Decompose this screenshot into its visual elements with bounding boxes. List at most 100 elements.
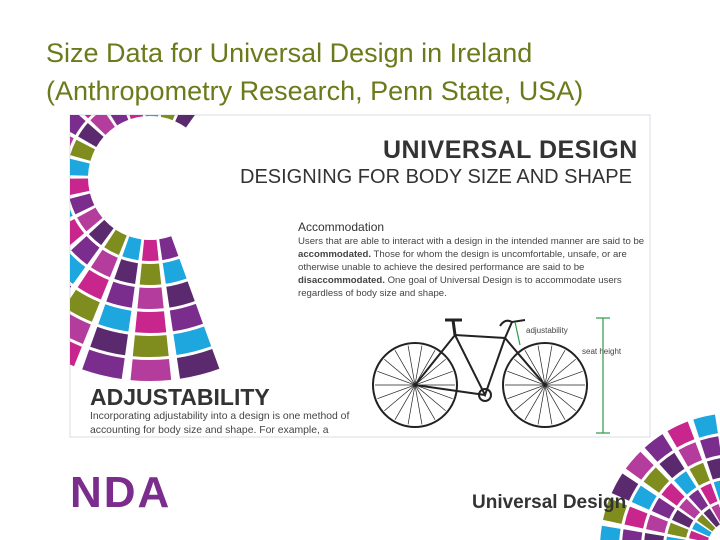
slide-title: Size Data for Universal Design in Irelan… [46,34,583,110]
wedge [70,341,82,367]
wedge [166,281,195,308]
wedge [82,349,125,379]
wedge [0,95,10,134]
wedge [175,115,195,128]
wedge [611,473,639,501]
wedge [14,242,48,278]
wedge [88,219,114,246]
wedge [703,508,720,528]
wedge [90,249,118,278]
wedge [138,0,174,21]
wedge [644,533,664,540]
wedge [132,335,169,358]
wedge [19,179,42,205]
wedge [129,115,143,119]
wedge [95,0,132,28]
wedge [661,483,685,506]
wedge [176,349,220,379]
bike-label: adjustability [526,326,568,335]
wedge [70,193,95,215]
wedge [688,489,709,511]
wedge [42,0,86,24]
wedge [689,530,709,540]
wedge [18,285,57,323]
wedge [177,2,215,31]
wedge [23,206,51,236]
wedge [145,115,159,117]
wedge [0,179,19,210]
wedge [159,236,179,261]
wedge [0,218,8,257]
bold-text: disaccommodated. [298,275,385,286]
wedge [98,304,132,332]
title-line: (Anthropometry Research, Penn State, USA… [46,76,584,106]
wedge [71,236,100,265]
text: One goal of Universal Design is to accom… [298,275,622,299]
wedge [678,442,703,467]
wedge [693,414,718,438]
wedge [622,529,643,540]
wedge [160,115,175,121]
wedge [70,209,73,218]
wedge [139,263,162,285]
wedge [646,514,668,533]
wedge [70,314,91,344]
wedge [43,179,66,200]
title-line: Size Data for Universal Design in Irelan… [46,38,533,68]
wedge [0,59,32,99]
wedge [672,509,694,528]
wedge [643,467,670,493]
wedge [114,259,138,284]
wedge [713,480,720,501]
wedge [19,147,43,174]
wedge [692,522,712,537]
section-title: Accommodation [298,220,385,234]
wedge [70,289,100,322]
wedge [182,0,225,9]
wedge [173,326,212,355]
wedge [625,451,654,480]
wedge [700,436,720,459]
wedge [35,231,66,263]
wedge [24,118,52,148]
section-body: Users that are able to interact with a d… [298,235,650,300]
poster-subheading: DESIGNING FOR BODY SIZE AND SHAPE [240,166,632,188]
wedge [90,326,128,356]
wedge [711,504,720,523]
wedge [70,139,95,161]
wedge [87,0,129,5]
wedge [0,253,29,293]
text: Users that are able to interact with a d… [298,236,645,247]
wedge [0,142,20,174]
wedge [70,285,72,289]
wedge [667,421,695,448]
wedge [169,303,203,332]
wedge [224,0,268,30]
text: Those for whom the design is uncomfortab… [298,249,627,273]
wedge [77,207,103,232]
wedge [0,301,43,342]
wedge [142,239,159,261]
wedge [644,434,673,462]
wedge [70,178,90,196]
wedge [77,269,109,300]
wedge [1,106,31,141]
wedge [651,497,675,519]
wedge [0,44,14,88]
wedge [674,471,697,495]
wedge [603,498,628,524]
wedge [659,452,685,479]
wedge [4,11,47,52]
wedge [43,153,66,175]
wedge [600,525,621,540]
wedge [122,236,142,261]
bicycle [372,318,588,428]
wedge [130,359,172,382]
bike-label: seat height [582,347,622,356]
wedge [700,483,718,505]
wedge [679,498,700,519]
wedge [104,229,127,255]
logo: NDA [70,468,172,517]
